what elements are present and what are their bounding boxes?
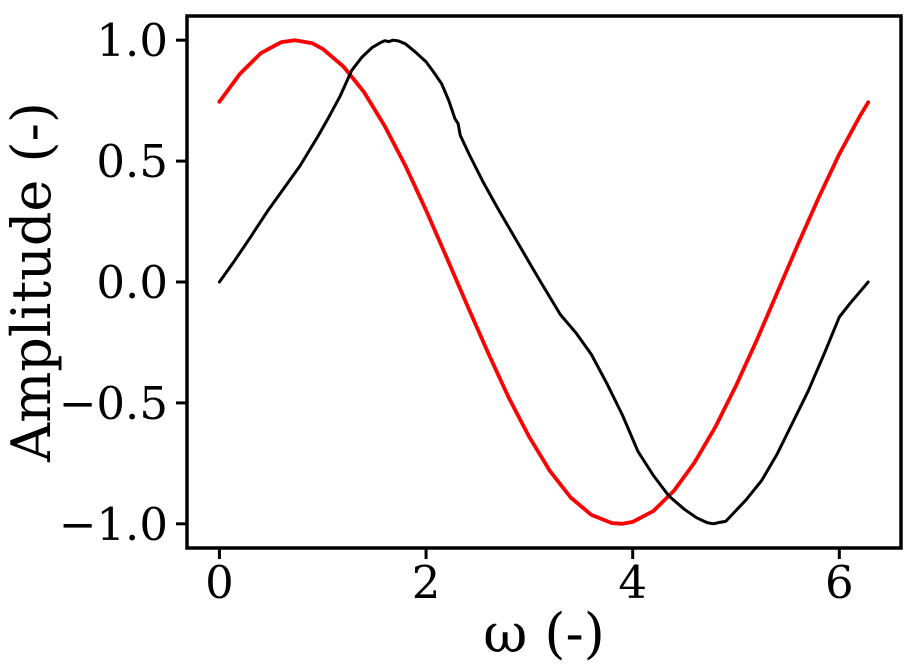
- y-axis-label: Amplitude (-): [0, 102, 63, 463]
- series-group: [217, 38, 871, 526]
- series-black-curve: [217, 38, 870, 526]
- x-tick-label: 4: [618, 556, 647, 609]
- x-tick-label: 2: [412, 556, 441, 609]
- y-tick-label: −0.5: [59, 377, 168, 430]
- y-tick-label: 0.5: [96, 135, 168, 188]
- y-tick-label: −1.0: [59, 498, 168, 551]
- x-axis-label: ω (-): [483, 602, 605, 665]
- x-tick-label: 6: [825, 556, 854, 609]
- plot-border: [185, 14, 903, 550]
- y-tick-label: 0.0: [96, 256, 168, 309]
- x-tick-label: 0: [205, 556, 234, 609]
- x-axis-ticks: 0 2 4 6: [205, 548, 854, 609]
- series-red-curve: [217, 38, 871, 526]
- y-axis-ticks: 1.0 0.5 0.0 −0.5 −1.0: [59, 14, 187, 551]
- y-tick-label: 1.0: [96, 14, 168, 67]
